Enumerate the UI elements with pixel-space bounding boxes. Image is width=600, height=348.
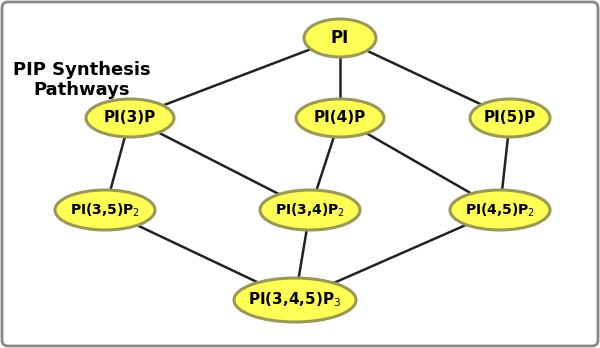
Text: PI(3)P: PI(3)P: [104, 111, 156, 126]
Ellipse shape: [304, 19, 376, 57]
Text: PI: PI: [331, 29, 349, 47]
Text: PI(5)P: PI(5)P: [484, 111, 536, 126]
Text: PI(3,4,5)P$_3$: PI(3,4,5)P$_3$: [248, 291, 342, 309]
Ellipse shape: [234, 278, 356, 322]
Text: PI(4,5)P$_2$: PI(4,5)P$_2$: [465, 201, 535, 219]
Text: PI(3,5)P$_2$: PI(3,5)P$_2$: [70, 201, 140, 219]
Text: PI(3,4)P$_2$: PI(3,4)P$_2$: [275, 201, 345, 219]
Ellipse shape: [450, 190, 550, 230]
Ellipse shape: [55, 190, 155, 230]
Ellipse shape: [260, 190, 360, 230]
Ellipse shape: [86, 99, 174, 137]
Text: PI(4)P: PI(4)P: [314, 111, 366, 126]
Text: PIP Synthesis
Pathways: PIP Synthesis Pathways: [13, 61, 151, 100]
Ellipse shape: [470, 99, 550, 137]
Ellipse shape: [296, 99, 384, 137]
